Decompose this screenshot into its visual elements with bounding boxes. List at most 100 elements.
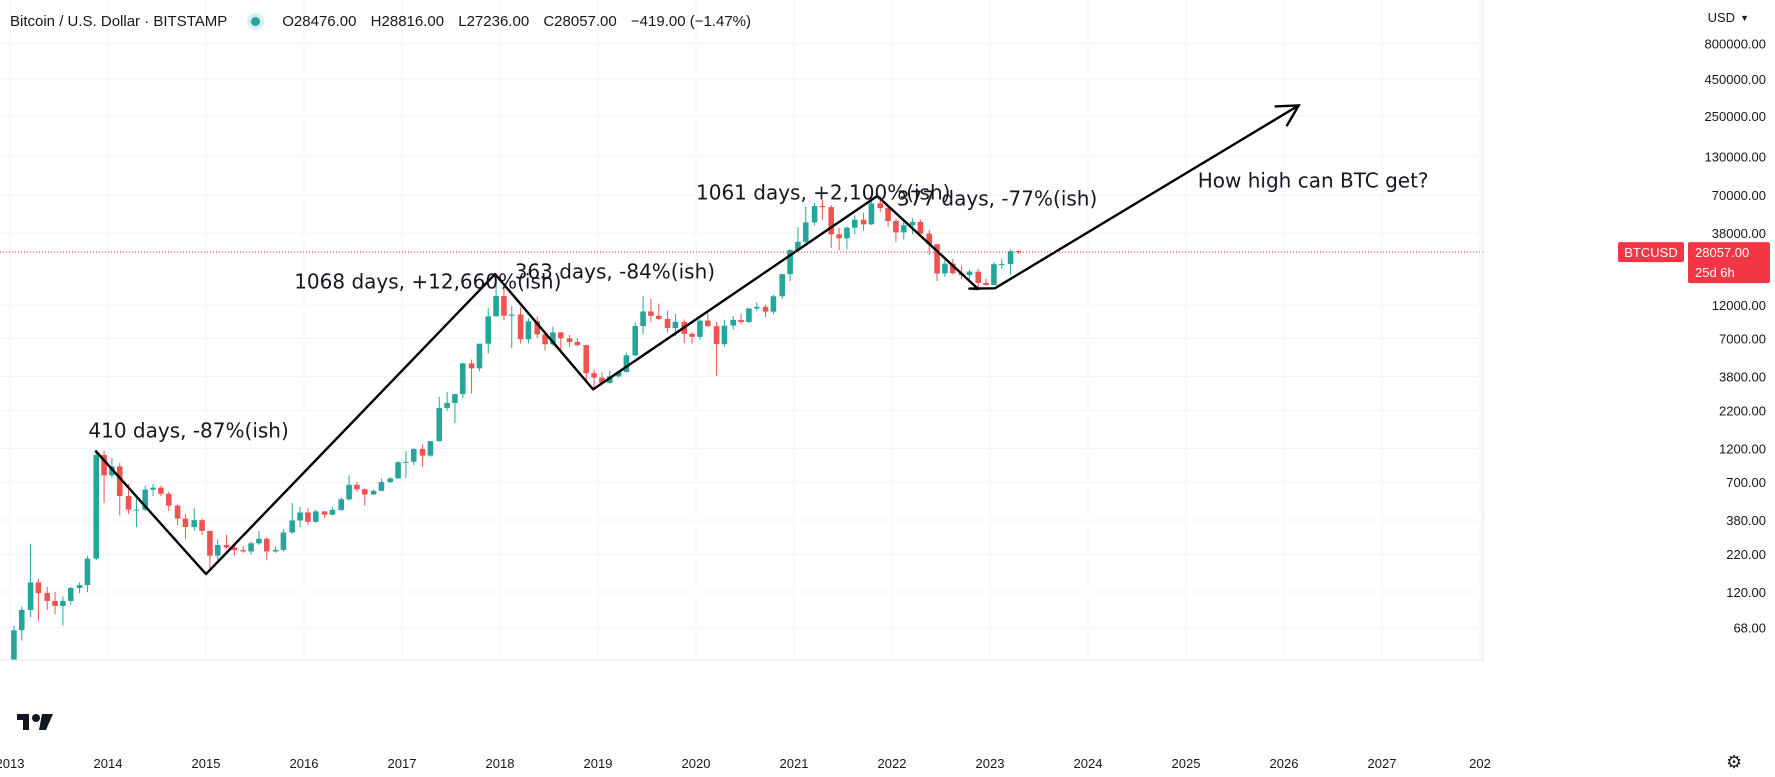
- price-axis[interactable]: 68.00 120.00 220.00 380.00 700.00 1200.00 2200…: [1482, 0, 1775, 777]
- candle-up: [410, 449, 417, 462]
- candle-down: [738, 319, 744, 322]
- time-tick-label: 2019: [584, 756, 613, 771]
- candle-down: [419, 449, 426, 456]
- trend-lines: [94, 104, 1301, 576]
- candle-down: [836, 234, 842, 239]
- symbol-tag: [1618, 242, 1684, 263]
- time-tick-label: 2020: [682, 756, 711, 771]
- candle-down: [182, 518, 189, 528]
- candle-down: [223, 545, 230, 548]
- annotation-text: 1068 days, +12,660%(ish): [294, 270, 561, 294]
- price-tick-label: 250000.00: [1705, 109, 1766, 124]
- candle-down: [648, 311, 654, 316]
- candle-up: [297, 512, 303, 521]
- symbol-title[interactable]: Bitcoin / U.S. Dollar · BITSTAMP: [10, 13, 228, 30]
- candle-down: [207, 530, 213, 556]
- candle-down: [934, 244, 940, 274]
- candle-down: [557, 332, 564, 339]
- price-tick-label: 7000.00: [1719, 332, 1766, 347]
- price-tick-label: 700.00: [1726, 475, 1766, 490]
- annotations: 410 days, -87%(ish) 1068 days, +12,660%(i…: [88, 169, 1428, 443]
- candle-up: [998, 264, 1005, 266]
- arrowhead: [1274, 104, 1301, 127]
- candle-up: [452, 394, 458, 404]
- candle-up: [289, 520, 296, 533]
- candle-down: [52, 600, 58, 606]
- change-value: −419.00 (−1.47%): [630, 13, 751, 30]
- candle-up: [150, 487, 156, 490]
- candle-up: [485, 316, 492, 344]
- candle-down: [174, 505, 181, 519]
- candle-up: [672, 321, 679, 329]
- time-tick-label: 2017: [388, 756, 417, 771]
- price-tick-label: 380.00: [1726, 513, 1766, 528]
- candle-down: [591, 373, 597, 378]
- candle-down: [263, 538, 270, 552]
- candle-down: [468, 363, 475, 369]
- candle-down: [566, 338, 573, 342]
- candle-up: [403, 461, 409, 463]
- candle-up: [525, 321, 532, 340]
- price-tag-box: [1688, 242, 1770, 284]
- candle-up: [133, 509, 140, 511]
- candle-up: [508, 314, 515, 316]
- price-tick-label: 3800.00: [1719, 370, 1766, 385]
- time-tick-label: 2023: [976, 756, 1005, 771]
- candle-up: [802, 222, 809, 242]
- time-axis[interactable]: 2013201420152016201720182019202020212022…: [0, 659, 1491, 777]
- high-value: H28816.00: [370, 13, 445, 30]
- candle-up: [84, 558, 91, 586]
- candle-down: [165, 493, 172, 506]
- low-value: L27236.00: [458, 13, 530, 30]
- candle-down: [125, 495, 132, 510]
- candle-up: [444, 403, 450, 408]
- candle-down: [893, 220, 899, 233]
- price-tick-label: 130000.00: [1705, 150, 1766, 165]
- candle-down: [534, 321, 541, 335]
- candle-down: [860, 219, 867, 225]
- candle-up: [753, 306, 760, 309]
- price-tick-label: 70000.00: [1712, 188, 1766, 203]
- candle-up: [851, 219, 858, 228]
- symbol-tag-label: BTCUSD: [1624, 245, 1677, 260]
- tradingview-logo-icon[interactable]: [15, 710, 57, 734]
- price-axis-bg: [1483, 0, 1775, 777]
- candle-down: [926, 233, 933, 245]
- candle-down: [583, 345, 590, 374]
- candle-down: [975, 271, 982, 283]
- candle-up: [811, 205, 818, 223]
- candle-down: [704, 320, 711, 327]
- price-tick-label: 2200.00: [1719, 404, 1766, 419]
- time-tick-label: 2024: [1074, 756, 1103, 771]
- time-tick-label: 2015: [192, 756, 221, 771]
- price-tick-label: 12000.00: [1712, 298, 1766, 313]
- candle-up: [256, 538, 262, 544]
- candle-down: [199, 520, 205, 531]
- candle-down: [949, 263, 956, 274]
- candle-up: [395, 462, 401, 479]
- candle-up: [338, 499, 345, 510]
- candle-down: [885, 208, 891, 221]
- candle-up: [436, 407, 443, 442]
- trend-line: [94, 104, 1300, 576]
- candle-up: [60, 600, 66, 606]
- candle-down: [116, 466, 123, 496]
- candle-down: [983, 282, 989, 285]
- candle-up: [770, 296, 777, 312]
- candle-up: [280, 532, 287, 550]
- candle-down: [158, 487, 164, 494]
- candle-down: [877, 203, 884, 209]
- candle-up: [697, 320, 703, 337]
- currency-selector[interactable]: USD ▼: [1708, 10, 1749, 25]
- candle-up: [27, 582, 34, 610]
- annotation-text: 363 days, -84%(ish): [515, 260, 715, 284]
- open-value: O28476.00: [282, 13, 357, 30]
- candle-up: [248, 543, 254, 552]
- candle-down: [501, 296, 507, 316]
- candle-up: [942, 263, 948, 274]
- candle-down: [828, 207, 835, 235]
- gear-icon[interactable]: ⚙: [1726, 752, 1743, 772]
- currency-label: USD: [1707, 10, 1736, 25]
- candle-up: [868, 203, 875, 225]
